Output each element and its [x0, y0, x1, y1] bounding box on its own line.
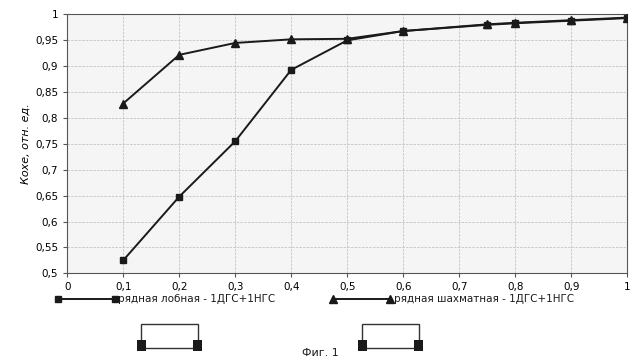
- Text: рядная шахматная - 1ДГС+1НГС: рядная шахматная - 1ДГС+1НГС: [394, 294, 573, 304]
- Text: Фиг. 1: Фиг. 1: [301, 348, 339, 358]
- Text: рядная лобная - 1ДГС+1НГС: рядная лобная - 1ДГС+1НГС: [118, 294, 276, 304]
- Y-axis label: Кохе, отн. ед.: Кохе, отн. ед.: [21, 104, 31, 184]
